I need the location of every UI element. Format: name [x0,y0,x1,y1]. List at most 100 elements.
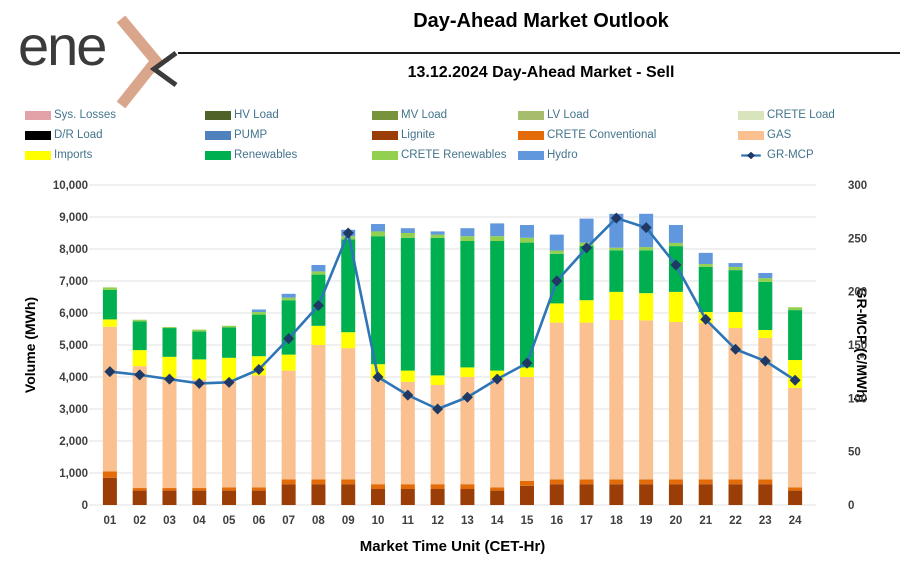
x-tick-label: 15 [521,515,534,527]
gr-mcp-marker-h18 [610,212,622,224]
legend-label: CRETE Renewables [401,149,507,161]
x-tick-label: 14 [491,515,504,527]
gr-mcp-marker-h13 [461,391,473,403]
legend-swatch-sys-losses [25,110,51,120]
y-right-tick-label: 150 [848,340,867,352]
y-left-tick-label: 6,000 [59,308,88,320]
y-left-tick-label: 7,000 [59,276,88,288]
bar-hydro-h15 [519,225,534,238]
bar-hydro-h22 [728,263,743,267]
bar-hydro-h14 [490,223,505,237]
bar-imports-h17 [579,300,594,323]
gr-mcp-marker-h03 [163,373,175,385]
bar-gas-h01 [102,326,117,472]
bar-renewables-h05 [222,327,237,358]
page-title: Day-Ahead Market Outlook [413,10,669,32]
bar-crete-conventional-h05 [222,487,237,491]
bar-gas-h07 [281,370,296,480]
bar-crete-conventional-h03 [162,488,177,491]
x-tick-label: 09 [342,515,355,527]
bar-crete-renewables-h20 [668,242,683,247]
bar-gas-h24 [788,387,803,488]
bar-hydro-h12 [430,231,445,235]
bar-hydro-h08 [311,265,326,272]
y-right-tick-label: 300 [848,180,867,192]
bar-crete-conventional-h02 [132,488,147,491]
x-tick-label: 20 [670,515,683,527]
bar-imports-h22 [728,312,743,329]
bar-crete-renewables-h18 [609,247,624,251]
bar-crete-conventional-h10 [371,484,386,489]
bar-renewables-h17 [579,245,594,301]
bar-renewables-h07 [281,300,296,355]
bar-gas-h05 [222,380,237,488]
y-left-tick-label: 1,000 [59,468,88,480]
bar-gas-h04 [192,379,207,489]
x-tick-label: 04 [193,515,206,527]
gr-mcp-marker-h20 [670,259,682,271]
bar-lignite-h22 [728,484,743,505]
y-left-tick-label: 10,000 [53,180,88,192]
bar-renewables-h12 [430,237,445,376]
legend-swatch-gas [738,130,764,140]
bar-gas-h22 [728,328,743,480]
gr-mcp-marker-h19 [640,222,652,234]
bar-hydro-h11 [400,228,415,233]
legend-label: MV Load [401,109,448,121]
legend-item-renewables: Renewables [205,148,372,162]
legend-swatch-d-r-load [25,130,51,140]
enex-logo: ene [18,10,193,109]
bar-crete-renewables-h19 [639,247,654,251]
x-tick-label: 19 [640,515,653,527]
bar-hydro-h17 [579,218,594,243]
bar-lignite-h21 [698,484,713,505]
bar-crete-renewables-h13 [460,236,475,241]
y-left-tick-label: 3,000 [59,404,88,416]
bar-lignite-h01 [102,477,117,505]
bar-crete-conventional-h22 [728,479,743,485]
bar-crete-conventional-h12 [430,484,445,489]
bar-imports-h12 [430,375,445,385]
bar-renewables-h22 [728,270,743,313]
bar-crete-conventional-h01 [102,471,117,478]
legend-swatch-crete-renewables [372,150,398,160]
x-tick-label: 24 [789,515,802,527]
bar-hydro-h21 [698,252,713,265]
bar-lignite-h24 [788,490,803,505]
bar-lignite-h14 [490,490,505,505]
bar-crete-renewables-h01 [102,287,117,290]
x-tick-label: 12 [431,515,444,527]
bar-crete-conventional-h15 [519,481,534,486]
gr-mcp-marker-h10 [372,371,384,383]
legend-label: GAS [767,129,792,141]
bar-crete-renewables-h10 [371,231,386,237]
bar-imports-h15 [519,367,534,377]
bar-renewables-h02 [132,321,147,351]
bar-gas-h18 [609,320,624,480]
gr-mcp-marker-h01 [104,366,116,378]
chart-legend: Sys. Losses HV Load MV Load LV Load CRETE Lo… [25,108,900,162]
bar-lignite-h05 [222,490,237,505]
bar-gas-h03 [162,377,177,489]
legend-swatch-lv-load [518,110,544,120]
bar-crete-renewables-h04 [192,329,207,332]
bar-imports-h02 [132,350,147,367]
bar-lignite-h17 [579,484,594,505]
legend-label: GR-MCP [767,149,814,161]
bar-gas-h11 [400,381,415,485]
bar-crete-conventional-h20 [668,479,683,485]
y-left-tick-label: 0 [82,500,88,512]
x-tick-label: 23 [759,515,772,527]
bar-gas-h20 [668,321,683,480]
bar-hydro-h23 [758,273,773,279]
bar-crete-conventional-h07 [281,479,296,485]
bar-imports-h07 [281,354,296,371]
bar-gas-h06 [251,375,266,488]
bar-crete-conventional-h17 [579,479,594,485]
bar-gas-h15 [519,377,534,481]
bar-hydro-h06 [251,309,266,313]
gr-mcp-marker-h23 [759,355,771,367]
x-tick-label: 18 [610,515,623,527]
x-tick-label: 02 [133,515,146,527]
